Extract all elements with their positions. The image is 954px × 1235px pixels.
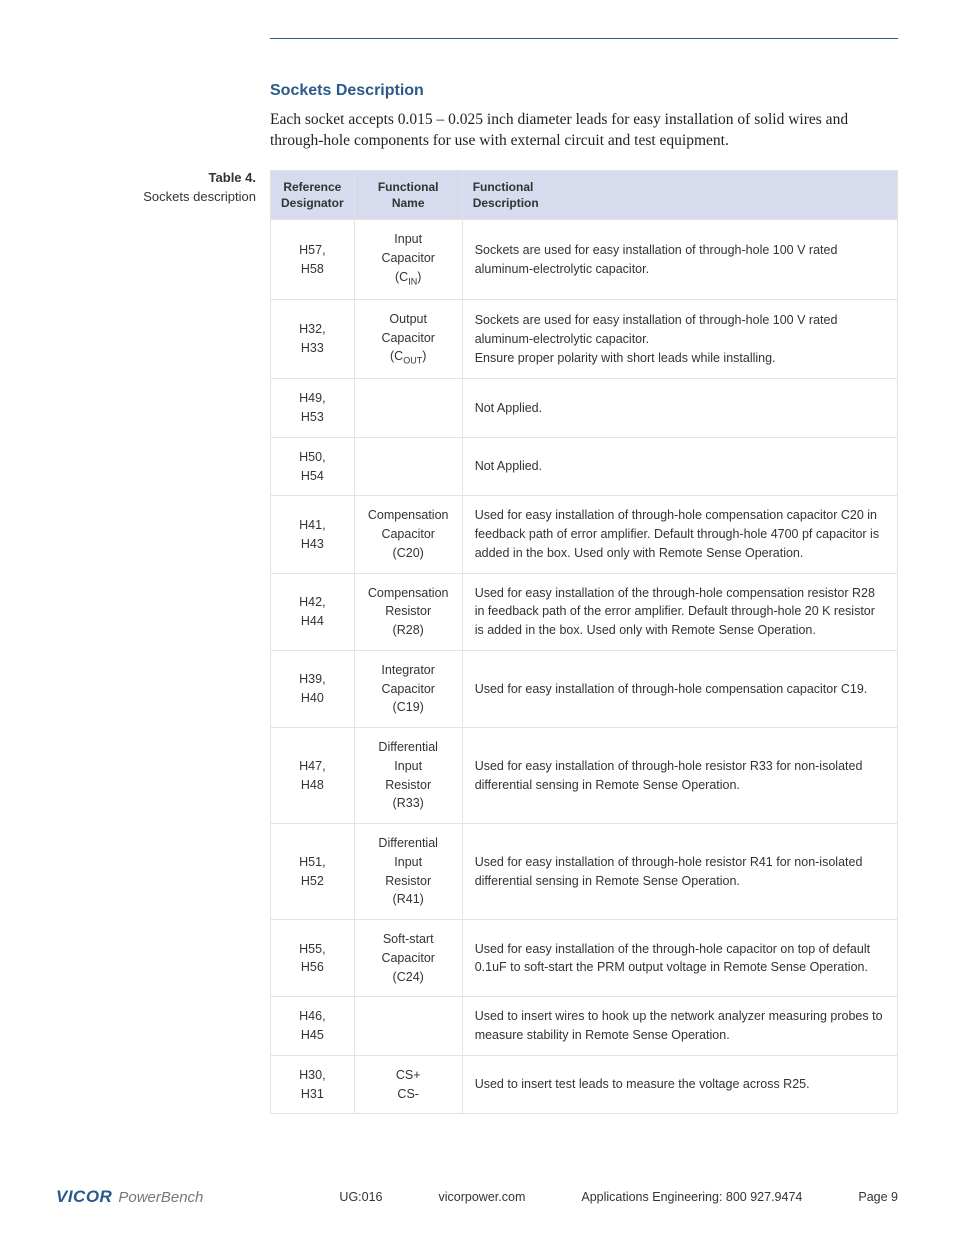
functional-description: Sockets are used for easy installation o… <box>462 220 897 300</box>
col-header-name: Functional Name <box>354 171 462 220</box>
functional-name: OutputCapacitor(COUT) <box>354 299 462 379</box>
functional-name <box>354 437 462 496</box>
table-row: H30,H31CS+CS-Used to insert test leads t… <box>271 1055 898 1114</box>
functional-name: InputCapacitor(CIN) <box>354 220 462 300</box>
functional-description: Used for easy installation of through-ho… <box>462 728 897 824</box>
table-row: H39,H40IntegratorCapacitor(C19)Used for … <box>271 650 898 727</box>
footer-contact: Applications Engineering: 800 927.9474 <box>581 1190 802 1204</box>
functional-description: Not Applied. <box>462 379 897 438</box>
functional-description: Used to insert wires to hook up the netw… <box>462 997 897 1056</box>
ref-designator: H42,H44 <box>271 573 355 650</box>
section-title: Sockets Description <box>270 82 898 100</box>
ref-designator: H50,H54 <box>271 437 355 496</box>
table-caption-text: Sockets description <box>56 189 256 204</box>
col-header-description: Functional Description <box>462 171 897 220</box>
table-row: H57,H58InputCapacitor(CIN)Sockets are us… <box>271 220 898 300</box>
ref-designator: H32,H33 <box>271 299 355 379</box>
logo-sub: PowerBench <box>118 1189 203 1206</box>
functional-name: IntegratorCapacitor(C19) <box>354 650 462 727</box>
functional-description: Used for easy installation of the throug… <box>462 573 897 650</box>
doc-id: UG:016 <box>339 1190 382 1204</box>
ref-designator: H55,H56 <box>271 920 355 997</box>
table-header-row: Reference Designator Functional Name Fun… <box>271 171 898 220</box>
functional-name <box>354 379 462 438</box>
sockets-table: Reference Designator Functional Name Fun… <box>270 170 898 1114</box>
footer-center: UG:016 vicorpower.com Applications Engin… <box>339 1190 802 1204</box>
functional-name: CompensationCapacitor(C20) <box>354 496 462 573</box>
table-caption: Table 4. Sockets description <box>56 170 256 204</box>
ref-designator: H41,H43 <box>271 496 355 573</box>
col-header-reference: Reference Designator <box>271 171 355 220</box>
functional-name: Soft-startCapacitor(C24) <box>354 920 462 997</box>
table-row: H51,H52DifferentialInputResistor(R41)Use… <box>271 824 898 920</box>
table-row: H55,H56Soft-startCapacitor(C24)Used for … <box>271 920 898 997</box>
functional-description: Used for easy installation of the throug… <box>462 920 897 997</box>
ref-designator: H49,H53 <box>271 379 355 438</box>
table-row: H47,H48DifferentialInputResistor(R33)Use… <box>271 728 898 824</box>
functional-name: DifferentialInputResistor(R33) <box>354 728 462 824</box>
page-footer: VICOR PowerBench UG:016 vicorpower.com A… <box>56 1187 898 1207</box>
functional-description: Used for easy installation of through-ho… <box>462 824 897 920</box>
table-row: H46,H45 Used to insert wires to hook up t… <box>271 997 898 1056</box>
ref-designator: H51,H52 <box>271 824 355 920</box>
content-block: Sockets Description Each socket accepts … <box>270 82 898 152</box>
functional-name: CS+CS- <box>354 1055 462 1114</box>
header-rule <box>270 38 898 39</box>
page-number: Page 9 <box>858 1190 898 1204</box>
functional-name: DifferentialInputResistor(R41) <box>354 824 462 920</box>
ref-designator: H57,H58 <box>271 220 355 300</box>
ref-designator: H46,H45 <box>271 997 355 1056</box>
functional-description: Sockets are used for easy installation o… <box>462 299 897 379</box>
functional-name <box>354 997 462 1056</box>
table-row: H41,H43CompensationCapacitor(C20)Used fo… <box>271 496 898 573</box>
functional-description: Used for easy installation of through-ho… <box>462 650 897 727</box>
section-intro: Each socket accepts 0.015 – 0.025 inch d… <box>270 110 898 152</box>
table-row: H50,H54 Not Applied. <box>271 437 898 496</box>
functional-description: Not Applied. <box>462 437 897 496</box>
functional-description: Used to insert test leads to measure the… <box>462 1055 897 1114</box>
table-row: H42,H44CompensationResistor(R28)Used for… <box>271 573 898 650</box>
ref-designator: H30,H31 <box>271 1055 355 1114</box>
table-row: H32,H33OutputCapacitor(COUT)Sockets are … <box>271 299 898 379</box>
table-row: H49,H53 Not Applied. <box>271 379 898 438</box>
ref-designator: H39,H40 <box>271 650 355 727</box>
brand-logo: VICOR PowerBench <box>56 1187 203 1207</box>
functional-name: CompensationResistor(R28) <box>354 573 462 650</box>
table-number: Table 4. <box>56 170 256 185</box>
ref-designator: H47,H48 <box>271 728 355 824</box>
logo-brand: VICOR <box>56 1187 112 1207</box>
functional-description: Used for easy installation of through-ho… <box>462 496 897 573</box>
footer-url: vicorpower.com <box>439 1190 526 1204</box>
